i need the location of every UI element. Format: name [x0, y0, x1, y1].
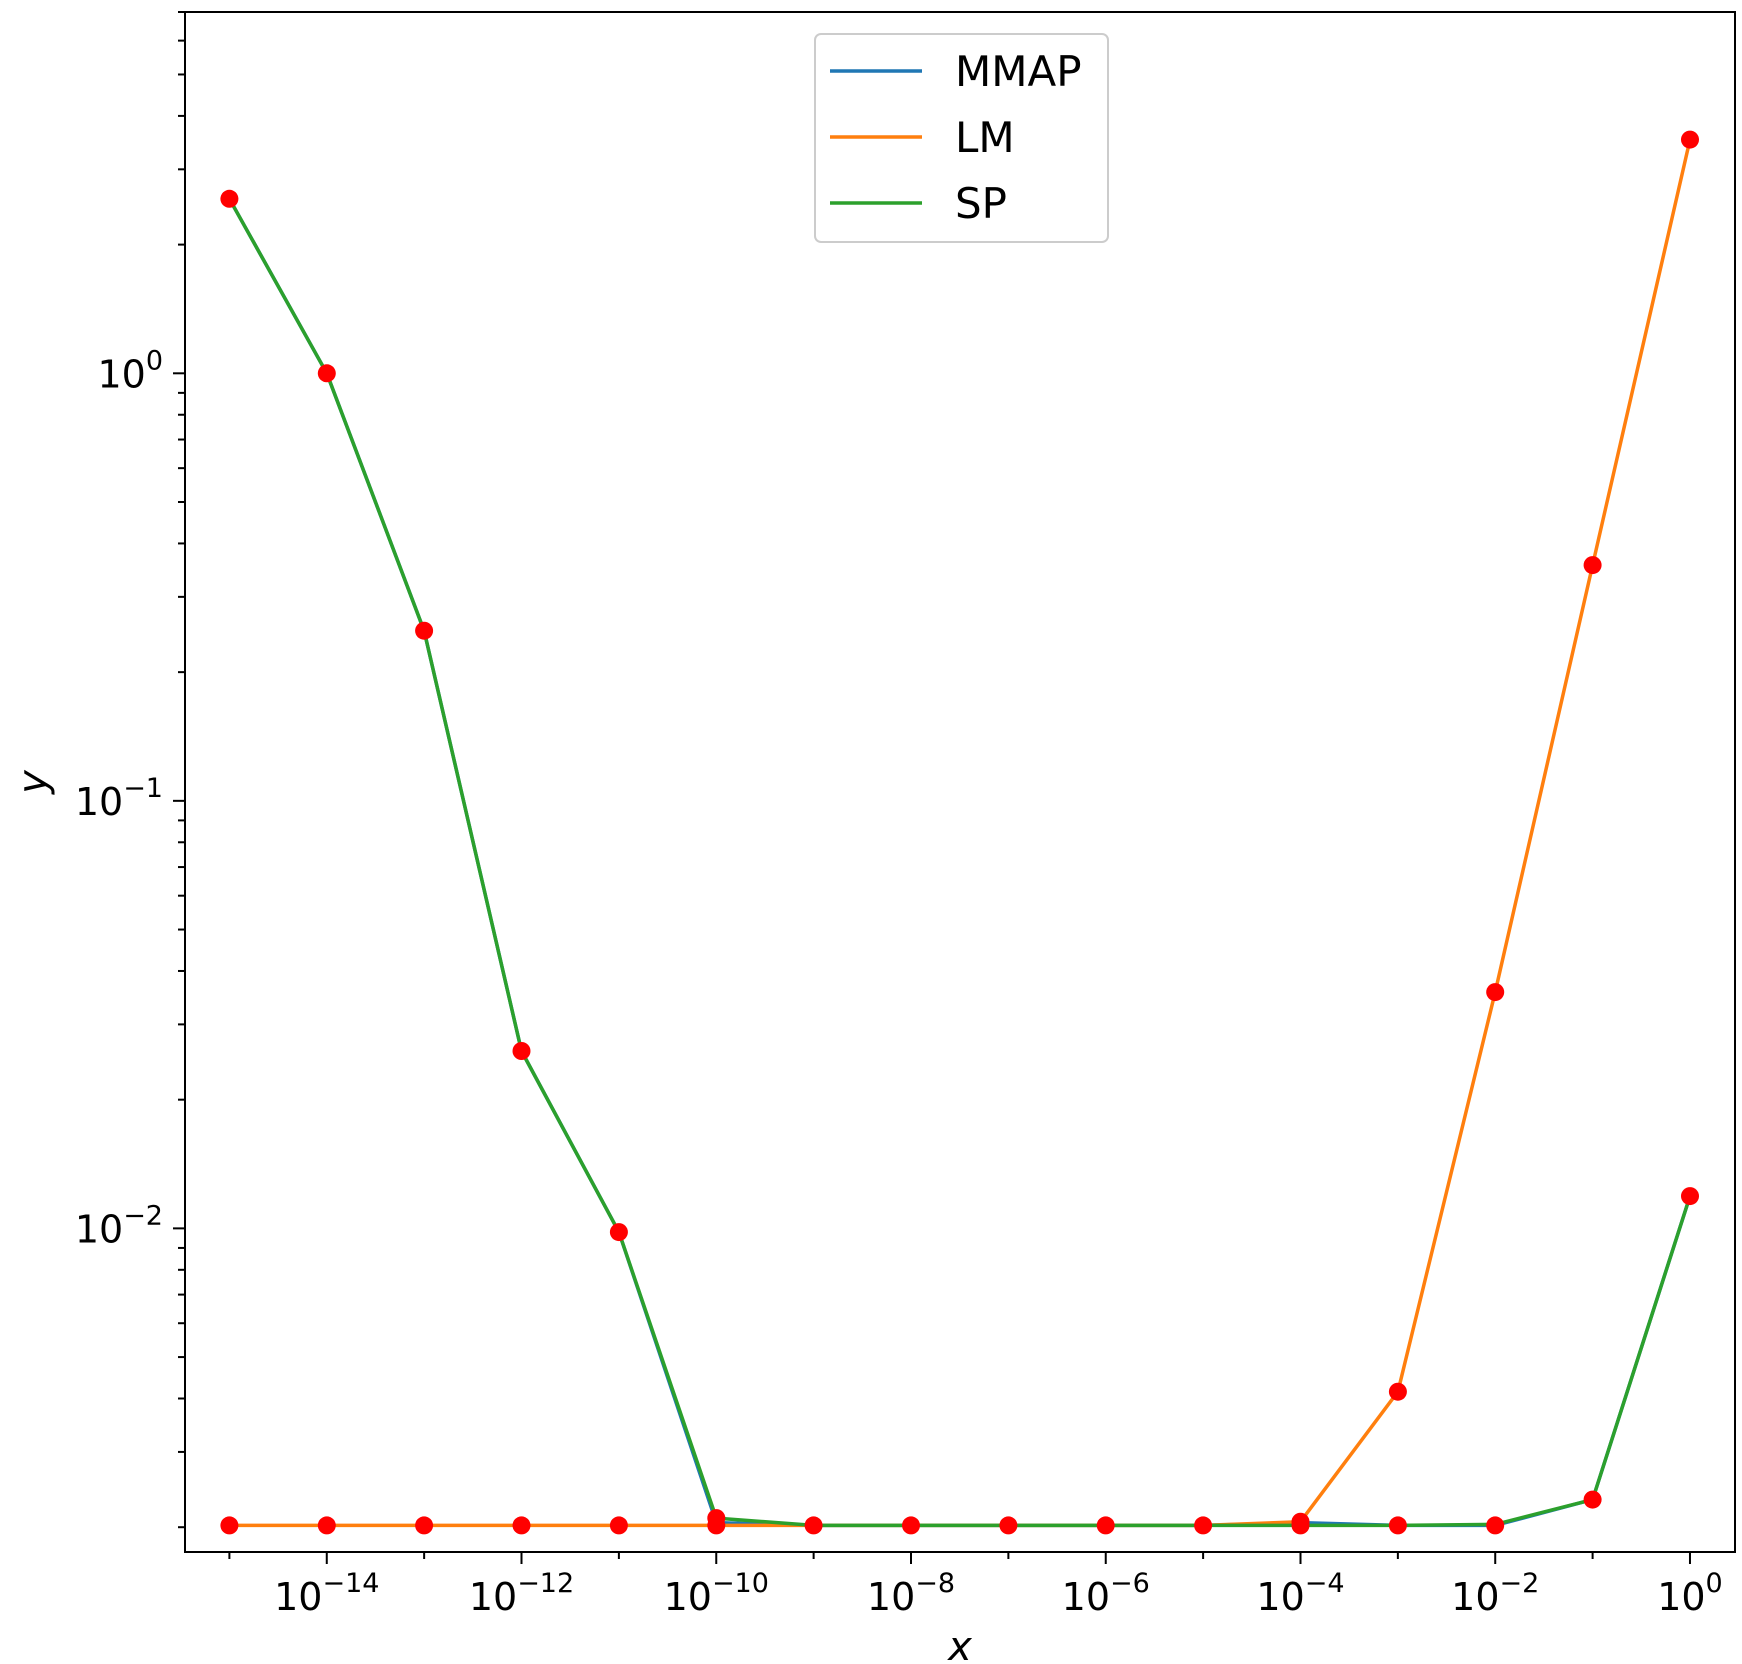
data-point-marker: [220, 1516, 239, 1535]
data-point-marker: [1388, 1516, 1407, 1535]
legend-box: [814, 33, 1109, 243]
series-line-lm: [229, 139, 1692, 1528]
data-point-marker: [1583, 1490, 1602, 1509]
y-tick-label: 10−2: [75, 1200, 163, 1251]
legend-label-lm: LM: [955, 113, 1015, 162]
x-axis-ticks: 10−14 10−12 10−10 10−8 10−6 10−4 10−2 100: [228, 1552, 1723, 1619]
x-tick-label: 10−6: [1062, 1568, 1150, 1619]
data-point-marker: [317, 1516, 336, 1535]
x-tick-label: 100: [1657, 1568, 1723, 1619]
y-axis-ticks: 100 10−1 10−2: [75, 11, 185, 1529]
data-point-marker: [902, 1516, 920, 1535]
y-tick-label: 10−1: [75, 773, 163, 824]
x-tick-label: 10−8: [867, 1568, 955, 1619]
marker-layer: [220, 130, 1699, 1535]
legend-label-sp: SP: [955, 179, 1007, 228]
data-point-marker: [804, 1516, 823, 1535]
x-axis-label: x: [946, 1624, 972, 1664]
data-point-marker: [999, 1516, 1018, 1535]
data-point-marker: [220, 189, 239, 208]
legend-label-mmap: MMAP: [955, 47, 1082, 96]
data-point-marker: [707, 1516, 726, 1535]
x-tick-label: 10−4: [1256, 1568, 1344, 1619]
x-tick-label: 10−2: [1451, 1568, 1539, 1619]
series-line-sp: [227, 197, 1692, 1528]
data-point-marker: [609, 1516, 628, 1535]
data-point-marker: [415, 621, 434, 640]
data-point-marker: [1681, 1187, 1699, 1206]
data-point-marker: [1681, 130, 1699, 149]
data-point-marker: [512, 1516, 531, 1535]
x-tick-label: 10−12: [469, 1568, 574, 1619]
x-tick-label: 10−14: [274, 1568, 379, 1619]
y-tick-label: 100: [97, 345, 163, 396]
data-point-marker: [1096, 1516, 1115, 1535]
data-point-marker: [1291, 1516, 1310, 1535]
x-tick-label: 10−10: [664, 1568, 769, 1619]
legend-entries: MMAP LM SP: [830, 47, 1082, 228]
data-point-marker: [1486, 983, 1505, 1002]
legend: MMAP LM SP: [814, 33, 1109, 243]
data-point-marker: [512, 1042, 531, 1060]
plot-frame: [184, 11, 1736, 1553]
series-line-mmap: [227, 197, 1692, 1528]
data-point-marker: [1194, 1516, 1213, 1535]
y-axis-label: y: [10, 769, 56, 795]
data-point-marker: [1486, 1516, 1505, 1535]
data-point-marker: [415, 1516, 434, 1535]
data-point-marker: [317, 364, 336, 383]
data-point-marker: [609, 1223, 628, 1242]
data-point-marker: [1388, 1382, 1407, 1401]
series-layer: [227, 139, 1692, 1528]
data-point-marker: [1583, 556, 1602, 575]
